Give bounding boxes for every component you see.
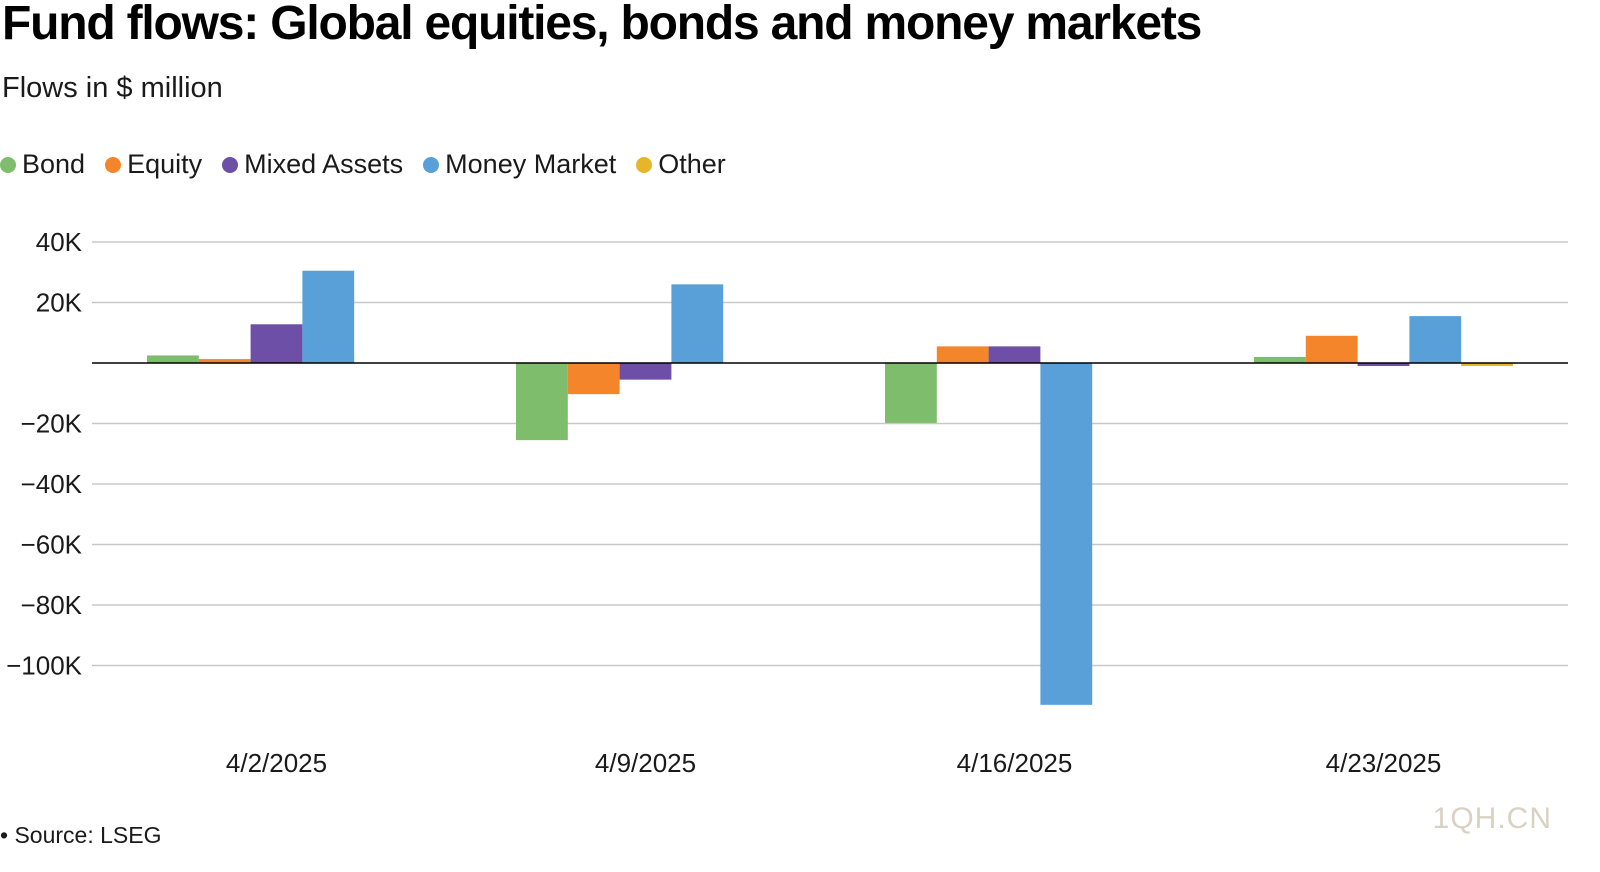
x-tick-label: 4/16/2025 <box>957 748 1073 778</box>
x-tick-label: 4/2/2025 <box>226 748 327 778</box>
y-tick-label: 40K <box>36 227 83 257</box>
legend-item-mixed-assets: Mixed Assets <box>222 149 403 180</box>
bar-mixed-assets <box>1357 363 1410 367</box>
watermark: 1QH.CN <box>1432 802 1552 835</box>
bar-money-market <box>302 270 355 363</box>
legend-swatch-bond <box>0 156 16 173</box>
bar-money-market <box>1040 363 1093 705</box>
legend-item-money-market: Money Market <box>423 149 616 180</box>
legend-swatch-money-market <box>423 156 440 173</box>
x-tick-label: 4/9/2025 <box>595 748 696 778</box>
legend-swatch-mixed-assets <box>222 156 239 173</box>
y-tick-label: 20K <box>36 288 83 318</box>
y-tick-label: −40K <box>21 469 83 499</box>
x-tick-label: 4/23/2025 <box>1326 748 1442 778</box>
bar-bond <box>885 363 937 423</box>
y-tick-label: −20K <box>21 409 83 439</box>
y-tick-label: −80K <box>21 590 83 620</box>
legend-swatch-equity <box>105 156 122 173</box>
chart-legend: Bond Equity Mixed Assets Money Market Ot… <box>0 149 746 180</box>
legend-label-bond: Bond <box>22 149 86 179</box>
bar-money-market <box>671 284 724 363</box>
bar-mixed-assets <box>619 363 672 380</box>
bar-bond <box>1254 356 1306 363</box>
bar-mixed-assets <box>250 324 303 363</box>
legend-label-equity: Equity <box>127 149 203 179</box>
legend-item-bond: Bond <box>0 149 85 180</box>
legend-label-other: Other <box>658 149 726 179</box>
chart-title: Fund flows: Global equities, bonds and m… <box>2 0 1202 50</box>
bar-other <box>1461 363 1513 367</box>
chart-subtitle: Flows in $ million <box>2 72 223 104</box>
bar-bond <box>516 363 568 441</box>
legend-item-equity: Equity <box>105 149 202 180</box>
bar-bond <box>147 355 199 363</box>
bar-equity <box>567 363 620 395</box>
legend-item-other: Other <box>636 149 726 180</box>
y-tick-label: −100K <box>6 651 83 681</box>
bar-money-market <box>1409 316 1462 363</box>
y-tick-label: −60K <box>21 530 83 560</box>
legend-label-money-market: Money Market <box>445 149 617 179</box>
bar-mixed-assets <box>988 346 1041 363</box>
bar-equity <box>1305 335 1358 363</box>
legend-label-mixed-assets: Mixed Assets <box>244 149 404 179</box>
bar-equity <box>198 359 251 363</box>
bar-equity <box>936 346 989 363</box>
source-note: • Source: LSEG <box>0 822 162 848</box>
legend-swatch-other <box>636 156 653 173</box>
